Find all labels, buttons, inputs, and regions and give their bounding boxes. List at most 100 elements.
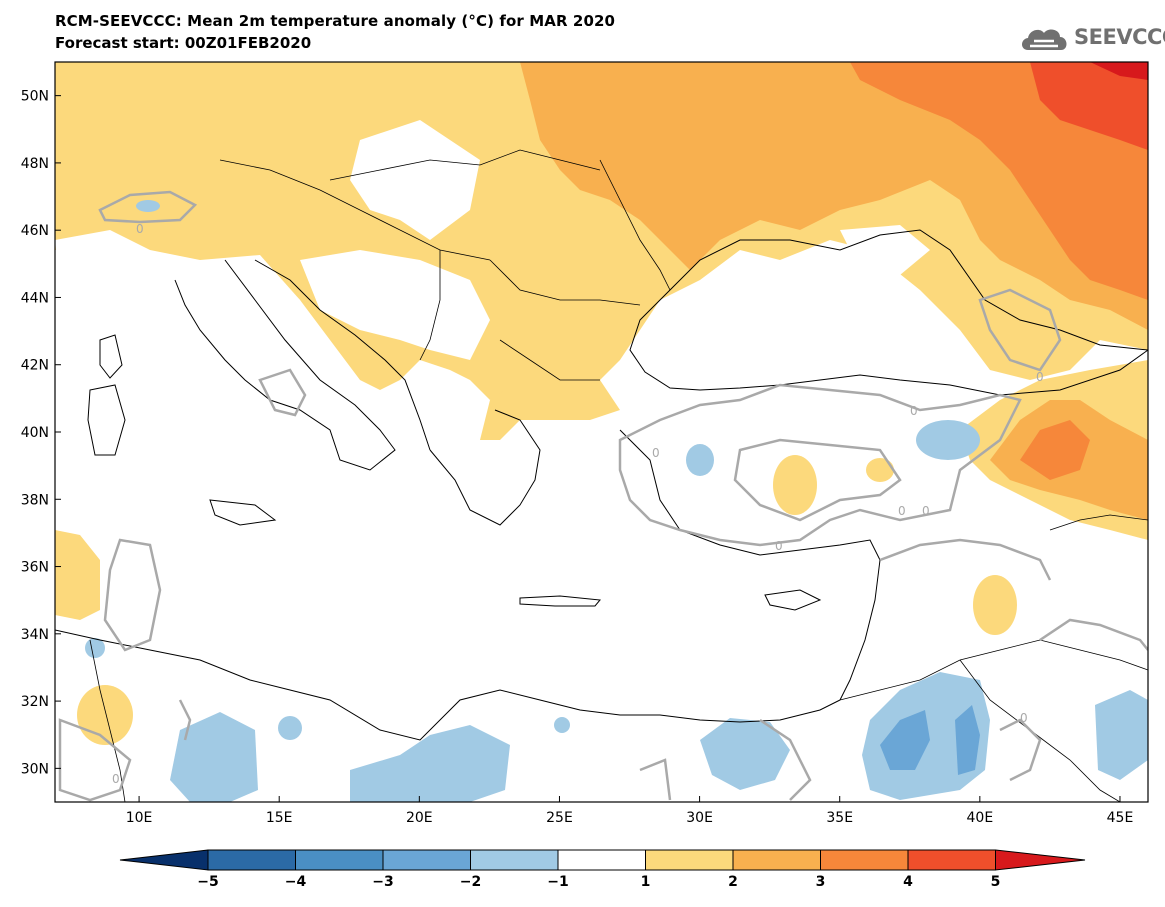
coastline-black-sea (629, 229, 1148, 396)
zero-contour (98, 190, 198, 224)
anomaly-hole (350, 120, 480, 240)
anomaly-area-turkey-yellow (773, 455, 817, 515)
colorbar-label: −2 (460, 874, 481, 890)
coastline-sicily (209, 499, 277, 526)
anomaly-area-4-5-ne (1030, 62, 1148, 150)
zero-contour (733, 438, 902, 522)
border (419, 250, 441, 361)
anomaly-area-caucasus-3-4 (1020, 420, 1090, 480)
coastline-sardinia (87, 384, 126, 456)
colorbar-label: 2 (728, 874, 738, 890)
colorbar-extend-high (995, 849, 1086, 871)
cloud-icon (1022, 29, 1067, 50)
lat-label: 30N (21, 761, 49, 777)
colorbar-label: −1 (547, 874, 568, 890)
contour-label: 0 (1020, 711, 1028, 725)
lon-label: 40E (967, 810, 994, 826)
zero-contour (178, 699, 192, 741)
anomaly-area-blue-libya (170, 712, 258, 802)
coastline-cyprus (764, 589, 822, 611)
colorbar-label: 4 (903, 874, 913, 890)
zero-contour (639, 758, 672, 801)
colorbar: −5 −4 −3 −2 −1 1 2 3 4 5 (119, 849, 1086, 890)
colorbar-segment (470, 849, 559, 871)
colorbar-segment (557, 849, 646, 871)
anomaly-field (55, 62, 1148, 802)
lat-label: 36N (21, 560, 49, 576)
anomaly-area-blue-arabia-dark (955, 705, 980, 775)
zero-contour (978, 288, 1062, 372)
lat-label: 38N (21, 492, 49, 508)
lat-label: 50N (21, 89, 49, 105)
anomaly-area-blue-tunisia (85, 638, 105, 658)
anomaly-area-blue-arabia-dark (880, 710, 930, 770)
anomaly-hole (190, 255, 330, 380)
colorbar-segment (645, 849, 734, 871)
anomaly-area-blue-small (554, 717, 570, 733)
lat-label: 48N (21, 156, 49, 172)
lon-label: 45E (1107, 810, 1134, 826)
border (599, 159, 671, 291)
colorbar-segment (820, 849, 909, 871)
colorbar-segment (907, 849, 996, 871)
anomaly-area-blue-turkey (686, 444, 714, 476)
longitude-labels: 10E 15E 20E 25E 30E 35E 40E 45E (126, 796, 1134, 826)
contour-label: 0 (898, 504, 906, 518)
zero-contour (999, 718, 1042, 782)
zero-contour (879, 538, 1052, 581)
colorbar-label: −4 (285, 874, 307, 890)
anomaly-area-levant-yellow (973, 575, 1017, 635)
contour-labels: 0 0 0 0 0 0 0 0 0 (112, 222, 1044, 786)
border (489, 259, 641, 306)
coastline-levant (839, 559, 881, 701)
colorbar-label: 5 (991, 874, 1001, 890)
colorbar-segment (382, 849, 471, 871)
zero-contour (759, 718, 812, 801)
contour-label: 0 (910, 404, 918, 418)
border (499, 339, 600, 381)
lon-label: 35E (826, 810, 853, 826)
coastline-italy (174, 259, 396, 471)
zero-contour (1039, 618, 1148, 651)
anomaly-area-blue-libya-east (350, 725, 510, 802)
zero-contour (58, 718, 132, 802)
zero-contour (258, 368, 307, 417)
coastlines (55, 229, 1148, 741)
anomaly-area-blue-iraq (1095, 690, 1148, 780)
coastline-crete (519, 595, 601, 607)
coastline-greece (429, 409, 541, 526)
colorbar-label: −5 (197, 874, 218, 890)
anomaly-area-balkans-coast (480, 370, 620, 440)
anomaly-hole (840, 225, 930, 275)
anomaly-hole (300, 250, 490, 360)
contour-label: 0 (1036, 370, 1044, 384)
anomaly-area-gt5-ne (1090, 62, 1148, 80)
anomaly-hole (55, 230, 160, 330)
colorbar-extend-low (119, 849, 209, 871)
anomaly-area-algeria-yellow (55, 530, 100, 620)
logo-text: SEEVCCC (1074, 25, 1165, 49)
lon-label: 15E (266, 810, 293, 826)
contour-label: 0 (136, 222, 144, 236)
border (1049, 514, 1148, 531)
seevccc-logo: SEEVCCC (1018, 22, 1165, 58)
colorbar-segment (207, 849, 296, 871)
anomaly-area-blue-egypt (700, 718, 790, 790)
lon-label: 10E (126, 810, 153, 826)
colorbar-label: 1 (641, 874, 651, 890)
coastline-adriatic (254, 259, 431, 451)
colorbar-label: 3 (816, 874, 826, 890)
anomaly-area-blue-turkey (916, 420, 980, 460)
country-borders (89, 149, 1148, 802)
lon-label: 25E (546, 810, 573, 826)
colorbar-segment (732, 849, 821, 871)
lat-label: 40N (21, 425, 49, 441)
colorbar-segment (295, 849, 384, 871)
coastline-north-africa (55, 629, 841, 741)
map-title: RCM-SEEVCCC: Mean 2m temperature anomaly… (55, 12, 616, 30)
border (329, 149, 601, 181)
colorbar-label: −3 (372, 874, 393, 890)
border (839, 639, 1148, 701)
border (959, 659, 1121, 802)
